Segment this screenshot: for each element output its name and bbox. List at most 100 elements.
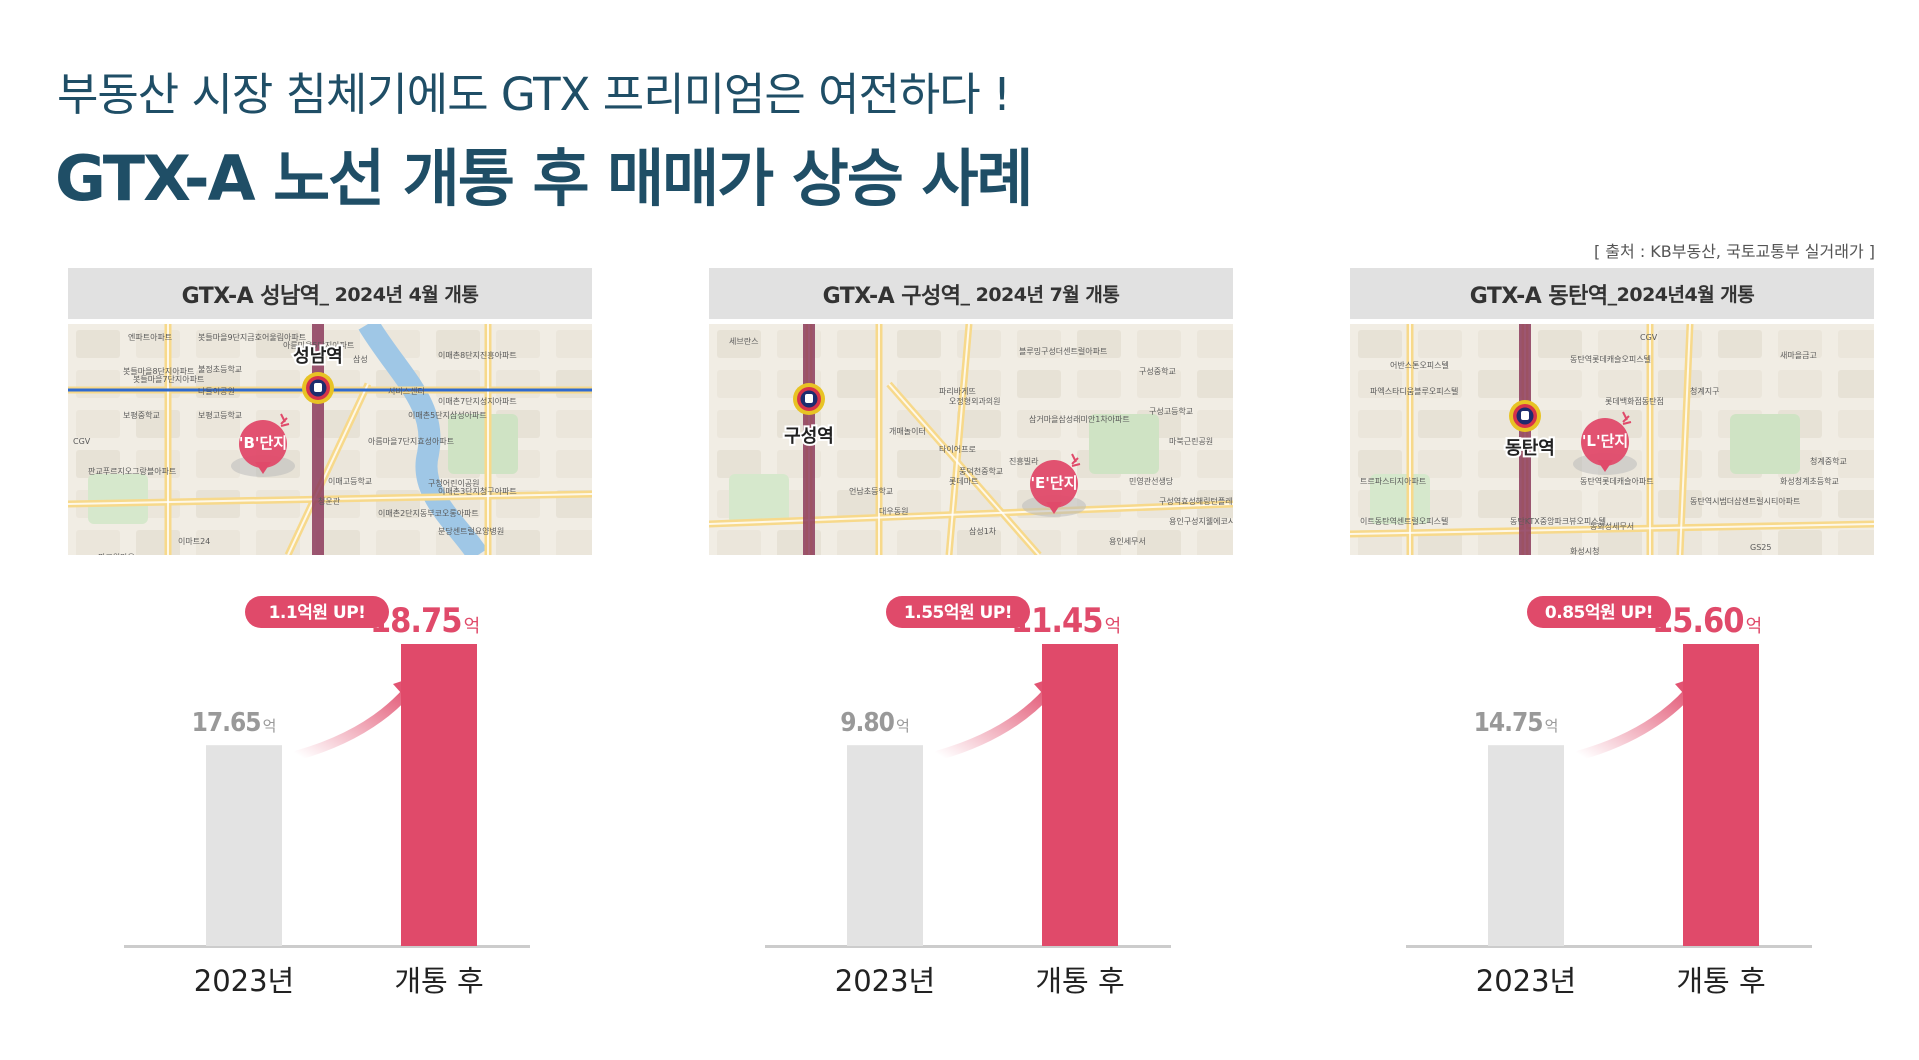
map-poi-label: 이매촌8단지진흥아파트 — [438, 350, 517, 360]
map-poi-label: 나들이공원 — [198, 386, 235, 396]
map-poi-label: 삼거마을삼성래미안1차아파트 — [1029, 414, 1130, 424]
map-park — [1370, 474, 1430, 524]
complex-label: 'E'단지 — [1030, 474, 1077, 492]
map-poi-label: 이매촌5단지삼성아파트 — [408, 410, 487, 420]
map-poi-label: 보평중학교 — [123, 410, 160, 420]
map-river — [358, 324, 488, 555]
map-poi-label: 파리바게뜨 — [939, 386, 976, 396]
increase-badge-label: 1.1억원 UP! — [269, 603, 366, 623]
map-poi-label: 민영관선생당 — [1129, 476, 1174, 486]
map-labels: 파리바게뜨 블루밍구성더센트럴아파트구성중학교오정형외과의원삼거마을삼성래미안1차… — [729, 336, 1233, 546]
panel-guseong: GTX-A 구성역 _ 2024년 7월 개통 파리바게뜨 블루밍구성더센트럴아파… — [709, 268, 1233, 1028]
map-poi-label: 동화성세무서 — [1590, 522, 1634, 531]
map-park — [1730, 414, 1800, 474]
map-poi-label: 삼성1차 — [969, 526, 997, 536]
map-park — [729, 474, 789, 524]
category-label: 개통 후 — [1676, 964, 1765, 998]
map-poi-label: 봇들마을9단지금호어울림아파트 — [198, 332, 306, 342]
map-poi-label: 화성청계초등학교 — [1780, 476, 1839, 486]
map-poi-label: 이트동탄역센트럴오피스텔 — [1360, 516, 1448, 526]
increase-badge — [1527, 596, 1671, 628]
panel-seongnam: GTX-A 성남역 _ 2024년 4월 개통 엔파트아파트 봇들마을9단지금호어… — [68, 268, 592, 1028]
map-poi-label: 트르파스티지아파트 — [1360, 476, 1426, 486]
map-poi-label: 이마트24 — [178, 536, 210, 546]
category-label: 2023년 — [835, 964, 935, 998]
station-title: GTX-A 동탄역 — [1469, 283, 1608, 309]
map-poi-label: 이매고등학교 — [328, 476, 372, 486]
open-date: _2024년4월 개통 — [1607, 284, 1755, 306]
panel-header: GTX-A 성남역 _ 2024년 4월 개통 — [68, 268, 592, 319]
map-poi-label: 아르티스 — [1650, 554, 1679, 555]
station-title: GTX-A 구성역 — [822, 283, 961, 309]
map-poi-label: 이매촌7단지성지아파트 — [438, 396, 517, 406]
bar-before — [1488, 745, 1564, 946]
map-poi-label: 봇들마을7단지아파트 — [133, 374, 204, 384]
map-poi-label: 삼성 — [353, 354, 368, 364]
map-blocks — [717, 330, 1233, 555]
map-poi-label: 엔파트아파트 — [128, 332, 172, 342]
open-date: _ 2024년 7월 개통 — [960, 284, 1120, 306]
panel-header: GTX-A 구성역 _ 2024년 7월 개통 — [709, 268, 1233, 319]
map-seongnam: 엔파트아파트 봇들마을9단지금호어울림아파트 아름마을5단지아파트 삼성 이매촌8단지진… — [68, 324, 592, 555]
map-poi-label: 블루밍구성더센트럴아파트 — [1019, 346, 1107, 356]
bar-after — [401, 644, 477, 946]
map-poi-label: 롯데마트 — [949, 477, 978, 486]
map-poi-label: 마북근린공원 — [1169, 436, 1213, 446]
map-poi-label: 화성시청 — [1570, 547, 1599, 555]
map-poi-label: 아름마을7단지효성아파트 — [368, 436, 454, 446]
value-label: 9.80 억 — [840, 708, 910, 738]
map-poi-label: 타이어프로 — [939, 444, 976, 454]
map-canvas: 파리바게뜨 블루밍구성더센트럴아파트구성중학교오정형외과의원삼거마을삼성래미안1차… — [709, 324, 1233, 555]
map-poi-label: 대우동원 — [879, 507, 908, 516]
station-marker-icon — [1509, 400, 1541, 432]
map-poi-label: 동탄역롯데캐슬오피스텔 — [1570, 354, 1651, 364]
station-title: GTX-A 성남역 — [181, 283, 320, 309]
map-poi-label: 동탄역롯데캐슬아파트 — [1580, 476, 1654, 486]
map-park — [1089, 414, 1159, 474]
map-poi-label: 보평고등학교 — [198, 410, 242, 420]
increase-arrow-icon — [1575, 687, 1694, 761]
chart-dongtan: 2023년 14.75 억 개통 후 15.60 억 0.85억원 UP! — [1350, 568, 1874, 1028]
increase-arrow-icon — [934, 687, 1053, 761]
category-label: 2023년 — [194, 964, 294, 998]
complex-pin-icon — [1581, 411, 1632, 472]
page-subtitle: 부동산 시장 침체기에도 GTX 프리미엄은 여전하다 ! — [57, 68, 1011, 121]
map-poi-label: 이매촌2단지동부코오롱아파트 — [378, 508, 479, 518]
value-label: 14.75 억 — [1474, 708, 1559, 738]
increase-badge — [886, 596, 1030, 628]
increase-badge — [245, 596, 389, 628]
station-label: 구성역 — [784, 426, 834, 447]
map-poi-label: 진흥빌라 — [1009, 456, 1039, 466]
station-marker-icon — [302, 372, 334, 404]
category-label: 2023년 — [1476, 964, 1576, 998]
bar-before — [206, 745, 282, 946]
map-poi-label: 분당센트럴요양병원 — [438, 526, 504, 536]
map-poi-label: 구성고등학교 — [1149, 406, 1193, 416]
complex-label: 'L'단지 — [1582, 432, 1628, 450]
category-label: 개통 후 — [1035, 964, 1124, 998]
map-poi-label: 롯데백화점동탄점 — [1605, 396, 1664, 406]
map-poi-label: 판교원마을 — [98, 553, 135, 555]
map-blocks — [1358, 330, 1874, 555]
chart-guseong: 2023년 9.80 억 개통 후 11.45 억 1.55억원 UP! — [709, 568, 1233, 1028]
map-poi-label: 봇들마을8단지아파트 — [123, 366, 194, 376]
map-poi-label: 언남초등학교 — [849, 486, 893, 496]
increase-badge-label: 1.55억원 UP! — [904, 603, 1012, 623]
complex-label: 'B'단지 — [239, 434, 287, 452]
station-marker-icon — [793, 383, 825, 415]
map-poi-label: 구성역효성해링턴플레이스아파트 — [1159, 496, 1233, 506]
map-poi-label: 어반스톤오피스텔 — [1390, 360, 1449, 370]
map-poi-label: GS25 — [1750, 543, 1771, 552]
map-poi-label: 동탄역시범더샵센트럴시티아파트 — [1690, 496, 1800, 506]
page-title: GTX-A 노선 개통 후 매매가 상승 사례 — [55, 142, 1034, 215]
bar-before — [847, 745, 923, 946]
value-label: 17.65 억 — [192, 708, 277, 738]
rail-line-gtx — [1519, 324, 1531, 555]
panel-dongtan: GTX-A 동탄역 _2024년4월 개통 CGV 새마을금고 어반스톤오피스텔 동탄… — [1350, 268, 1874, 1028]
map-park — [88, 474, 148, 524]
increase-arrow-icon — [293, 687, 412, 761]
